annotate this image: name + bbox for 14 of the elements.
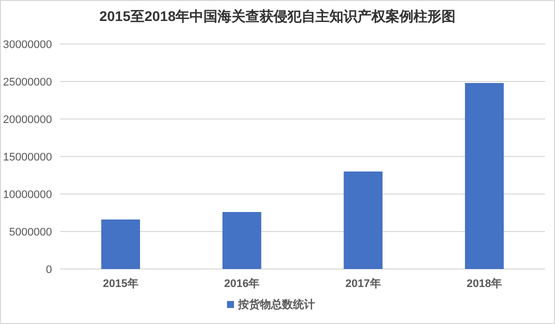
title: 2015至2018年中国海关查获侵犯自主知识产权案例柱形图	[99, 8, 456, 24]
legend-label: 按货物总数统计	[237, 298, 315, 311]
legend: 按货物总数统计	[227, 299, 315, 311]
ytick: 25000000	[3, 76, 52, 88]
ytick: 20000000	[3, 114, 52, 126]
xtick: 2017年	[345, 278, 381, 290]
ytick: 15000000	[3, 152, 52, 164]
xtick: 2016年	[224, 278, 260, 290]
ytick: 0	[46, 264, 52, 276]
xtick: 2018年	[466, 278, 502, 290]
ytick: 10000000	[3, 189, 52, 201]
ytick: 5000000	[9, 226, 52, 238]
xtick: 2015年	[102, 278, 138, 290]
ytick: 30000000	[3, 39, 52, 51]
